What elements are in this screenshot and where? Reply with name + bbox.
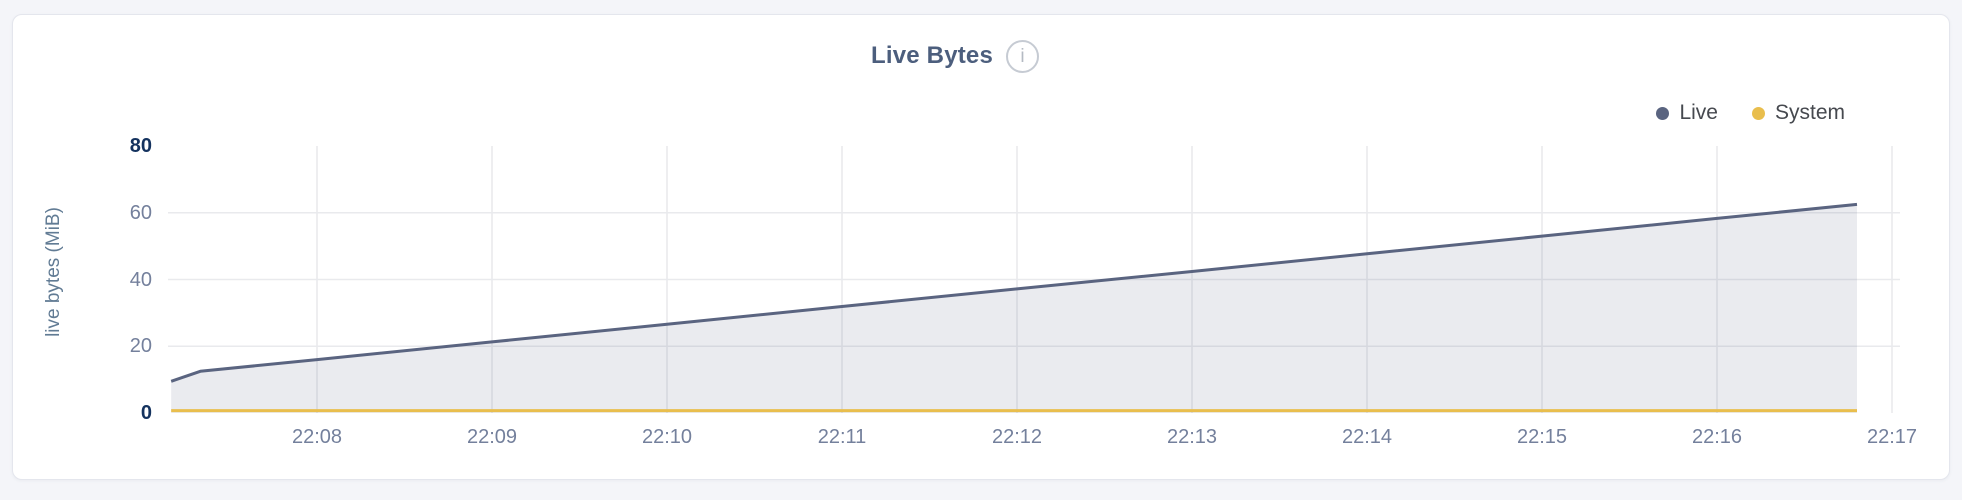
info-icon[interactable]: i	[1006, 39, 1040, 73]
x-tick-2214: 22:14	[1341, 426, 1393, 448]
chart-card	[12, 14, 1950, 480]
chart-title: Live Bytes	[870, 42, 994, 69]
live-line	[170, 202, 1858, 383]
x-tick-2212: 22:12	[991, 426, 1043, 448]
x-tick-2210: 22:10	[641, 426, 693, 448]
x-tick-2217: 22:17	[1866, 426, 1918, 448]
y-tick-0: 0	[140, 402, 152, 424]
info-icon-glyph: i	[1020, 45, 1025, 67]
x-tick-2216: 22:16	[1691, 426, 1743, 448]
y-tick-40: 40	[129, 268, 152, 291]
legend-item-live[interactable]: Live	[1656, 101, 1718, 125]
live-area	[171, 204, 1858, 413]
legend-label-live: Live	[1679, 101, 1718, 124]
gridlines	[168, 146, 1900, 413]
legend-item-system[interactable]: System	[1751, 101, 1845, 125]
chart-header: Live Bytes i	[0, 38, 1910, 74]
x-tick-2208: 22:08	[291, 426, 343, 448]
x-tick-2211: 22:11	[817, 426, 867, 448]
y-tick-80: 80	[129, 135, 152, 157]
live-series-dot-icon	[1656, 106, 1670, 120]
x-tick-2215: 22:15	[1516, 426, 1568, 448]
legend-label-system: System	[1774, 101, 1845, 124]
x-tick-2213: 22:13	[1166, 426, 1218, 448]
x-tick-2209: 22:09	[466, 426, 518, 448]
y-tick-60: 60	[129, 201, 152, 224]
system-series-dot-icon	[1751, 106, 1765, 120]
legend: Live System	[1656, 100, 1845, 126]
y-tick-20: 20	[129, 335, 152, 358]
